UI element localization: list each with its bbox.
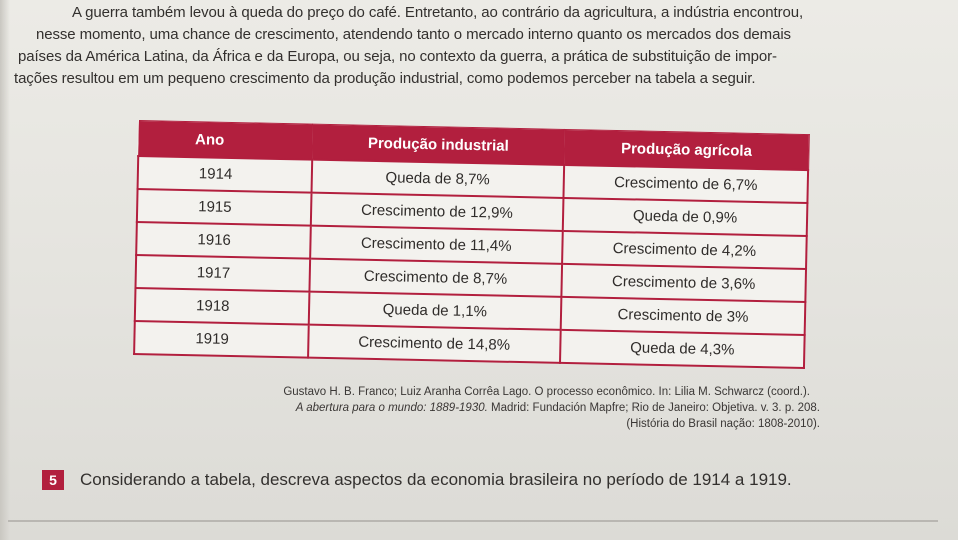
cell-agricultural: Queda de 0,9% [562, 197, 808, 237]
cell-agricultural: Queda de 4,3% [559, 329, 805, 369]
cell-year: 1914 [137, 156, 312, 193]
intro-line: países da América Latina, da África e da… [18, 48, 777, 65]
cell-year: 1915 [136, 189, 312, 226]
intro-line: tações resultou em um pequeno cresciment… [14, 70, 756, 87]
cell-year: 1919 [134, 320, 309, 358]
source-publisher: Madrid: Fundación Mapfre; Rio de Janeiro… [487, 402, 820, 414]
cell-agricultural: Crescimento de 6,7% [563, 164, 809, 204]
cell-year: 1918 [134, 287, 310, 325]
cell-industrial: Queda de 8,7% [311, 159, 565, 198]
cell-industrial: Crescimento de 11,4% [309, 225, 563, 264]
production-table-wrapper: Ano Produção industrial Produção agrícol… [133, 120, 810, 370]
question-number-badge: 5 [42, 470, 64, 490]
source-line: (História do Brasil nação: 1808-2010). [626, 418, 820, 430]
cell-industrial: Crescimento de 8,7% [309, 258, 563, 297]
table-source-citation: Gustavo H. B. Franco; Luiz Aranha Corrêa… [150, 384, 820, 432]
source-book-title: A abertura para o mundo: 1889-1930. [295, 402, 488, 414]
cell-year: 1916 [136, 221, 311, 259]
question-text: Considerando a tabela, descreva aspectos… [80, 470, 792, 489]
cell-agricultural: Crescimento de 4,2% [562, 230, 807, 270]
cell-year: 1917 [135, 254, 310, 292]
intro-paragraph: A guerra também levou à queda do preço d… [14, 2, 944, 90]
production-table: Ano Produção industrial Produção agrícol… [133, 120, 810, 370]
cell-industrial: Crescimento de 14,8% [307, 324, 561, 363]
intro-line: A guerra também levou à queda do preço d… [72, 4, 804, 21]
header-agricultural: Produção agrícola [564, 129, 809, 171]
answer-line [8, 520, 938, 522]
intro-line: nesse momento, uma chance de crescimento… [36, 26, 791, 43]
source-line: A abertura para o mundo: 1889-1930. Madr… [150, 400, 820, 416]
cell-agricultural: Crescimento de 3% [560, 296, 806, 336]
page-shadow-edge [0, 0, 10, 540]
cell-industrial: Queda de 1,1% [308, 291, 562, 330]
cell-agricultural: Crescimento de 3,6% [561, 263, 807, 303]
exercise-question: 5 Considerando a tabela, descreva aspect… [42, 470, 792, 490]
source-line: Gustavo H. B. Franco; Luiz Aranha Corrêa… [283, 386, 810, 398]
header-year: Ano [138, 120, 313, 160]
cell-industrial: Crescimento de 12,9% [310, 192, 564, 231]
header-industrial: Produção industrial [311, 124, 565, 165]
